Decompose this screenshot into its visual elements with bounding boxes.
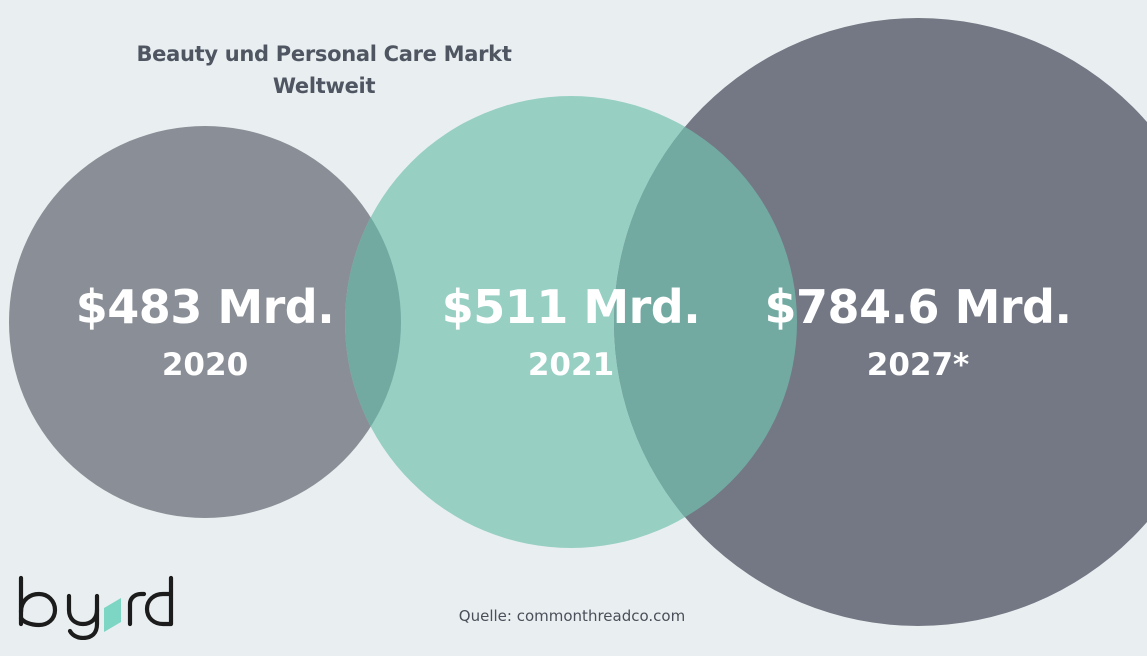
logo-r xyxy=(127,591,147,627)
year-label-2027: 2027* xyxy=(867,347,970,383)
bubble-2027 xyxy=(614,18,1147,626)
value-label-2021: $511 Mrd. xyxy=(442,280,700,334)
bubble-labels-group: $483 Mrd. 2020 $511 Mrd. 2021 $784.6 Mrd. 202… xyxy=(76,280,1072,383)
bubbles-group xyxy=(9,18,1147,626)
logo-y-tail xyxy=(67,607,100,640)
year-label-2020: 2020 xyxy=(162,347,248,383)
chart-title-line-1: Beauty und Personal Care Markt xyxy=(136,42,512,66)
chart-title-line-2: Weltweit xyxy=(272,74,376,98)
value-label-2020: $483 Mrd. xyxy=(76,280,334,334)
logo-d xyxy=(144,575,174,627)
source-note: Quelle: commonthreadco.com xyxy=(458,607,686,625)
bubble-2020 xyxy=(9,126,401,518)
byrd-logo xyxy=(18,575,174,640)
value-label-2027: $784.6 Mrd. xyxy=(765,280,1072,334)
logo-b-bowl xyxy=(18,591,58,628)
logo-accent-shape xyxy=(104,598,121,632)
year-label-2021: 2021 xyxy=(528,347,614,383)
chart-title: Beauty und Personal Care Markt Weltweit xyxy=(124,38,524,102)
logo-y-top xyxy=(66,593,100,627)
